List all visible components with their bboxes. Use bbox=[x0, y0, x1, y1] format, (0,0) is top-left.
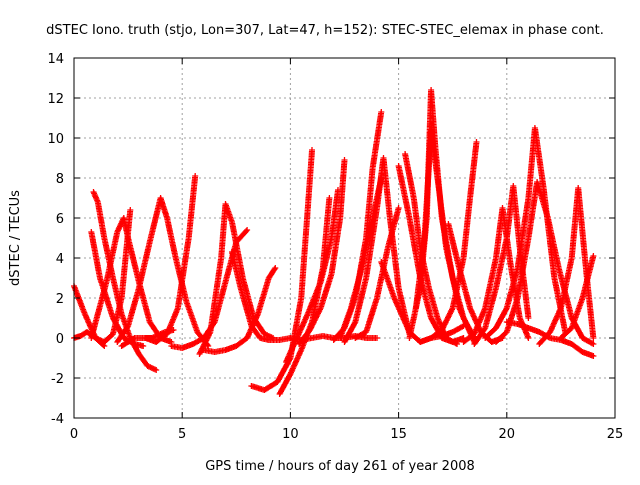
series-7-markers bbox=[142, 173, 199, 345]
series-33 bbox=[536, 185, 597, 347]
y-tick-label: 0 bbox=[56, 332, 64, 347]
series-34 bbox=[557, 253, 597, 341]
series-25 bbox=[412, 127, 478, 345]
y-tick-label: 10 bbox=[47, 132, 64, 147]
y-tick-label: -2 bbox=[51, 372, 64, 387]
data-points bbox=[71, 87, 597, 397]
y-tick-label: 2 bbox=[56, 292, 64, 307]
series-31 bbox=[493, 179, 597, 347]
x-tick-label: 25 bbox=[607, 427, 624, 442]
y-tick-label: 6 bbox=[56, 212, 64, 227]
series-14 bbox=[283, 187, 341, 365]
series-12 bbox=[248, 147, 315, 393]
y-axis-label: dSTEC / TECUs bbox=[8, 190, 23, 286]
series-4-markers bbox=[88, 215, 175, 345]
chart-title: dSTEC Iono. truth (stjo, Lon=307, Lat=47… bbox=[46, 23, 604, 38]
grid bbox=[74, 58, 615, 418]
series-11-markers bbox=[229, 249, 294, 343]
series-12-markers bbox=[248, 147, 315, 393]
series-33-markers bbox=[536, 185, 597, 347]
x-tick-label: 20 bbox=[499, 427, 516, 442]
series-25-markers bbox=[412, 127, 478, 345]
series-27-markers bbox=[445, 221, 506, 345]
y-tick-label: 4 bbox=[56, 252, 64, 267]
x-tick-label: 10 bbox=[282, 427, 299, 442]
y-tick-label: 12 bbox=[47, 92, 64, 107]
series-7 bbox=[142, 173, 199, 345]
y-tick-label: 8 bbox=[56, 172, 64, 187]
x-tick-label: 5 bbox=[178, 427, 186, 442]
series-15 bbox=[296, 157, 348, 347]
x-tick-label: 0 bbox=[70, 427, 78, 442]
x-axis-label: GPS time / hours of day 261 of year 2008 bbox=[205, 459, 475, 474]
series-19-markers bbox=[337, 175, 385, 341]
series-26 bbox=[417, 139, 480, 345]
series-9-markers bbox=[196, 201, 277, 357]
y-tick-label: 14 bbox=[47, 52, 64, 67]
x-tick-label: 15 bbox=[390, 427, 407, 442]
series-9 bbox=[196, 201, 277, 357]
series-19 bbox=[337, 175, 385, 341]
series-10-markers bbox=[200, 265, 279, 355]
plot-border bbox=[73, 57, 616, 419]
series-14-markers bbox=[283, 187, 341, 365]
series-31-markers bbox=[493, 179, 597, 347]
y-tick-label: -4 bbox=[51, 412, 64, 427]
series-26-markers bbox=[417, 139, 480, 345]
series-11 bbox=[229, 249, 294, 343]
series-4 bbox=[88, 215, 175, 345]
series-10 bbox=[200, 265, 279, 355]
series-34-markers bbox=[557, 253, 597, 341]
series-27 bbox=[445, 221, 506, 345]
series-15-markers bbox=[296, 157, 348, 347]
axis-ticks: 0 5 10 15 20 25 -4 -2 0 2 4 6 8 10 12 14 bbox=[47, 52, 623, 442]
